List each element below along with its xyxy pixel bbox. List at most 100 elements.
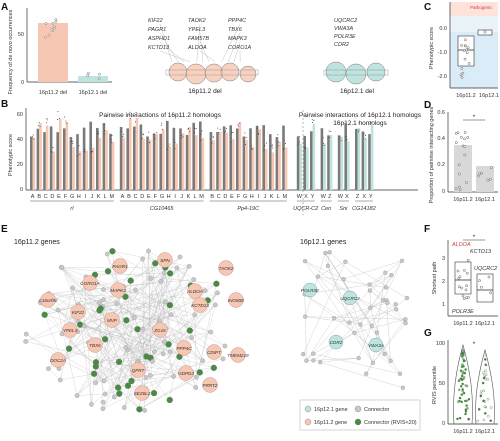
panel-b-letter: B: [127, 194, 131, 200]
gene-label: KIF22: [148, 18, 163, 24]
panel-a-chromosome-16p11: [166, 63, 258, 84]
panel-c-dot: [464, 39, 466, 41]
panel-b-control-bar: [159, 134, 162, 190]
panel-f-dot: [461, 287, 463, 289]
panel-d-ytick-0: 0: [442, 189, 445, 195]
panel-b-dot: [298, 144, 299, 145]
panel-a-dot: [87, 72, 89, 74]
connector-node: [342, 277, 346, 281]
panel-g-dot: [463, 376, 465, 378]
panel-b-cross-bar: [66, 122, 69, 190]
panel-d-dot: [458, 186, 460, 188]
panel-f-ytick-2: 2: [442, 279, 445, 285]
panel-b-dot: [91, 151, 92, 152]
connector-rvis-node: [116, 359, 122, 365]
panel-a-dot: [45, 22, 47, 24]
panel-b-cross-bar: [225, 133, 228, 190]
panel-b-dot: [39, 122, 40, 123]
panel-f-dot: [462, 295, 464, 297]
connector-node: [203, 288, 207, 292]
connector-node: [93, 381, 97, 385]
panel-b-dot: [370, 121, 371, 122]
connector-node: [105, 252, 109, 256]
network-edge: [69, 251, 149, 349]
connector-node: [189, 335, 193, 339]
panel-b-dot: [79, 154, 80, 155]
connector-node: [97, 301, 101, 305]
panel-g-dot: [461, 378, 463, 380]
panel-b-control-bar: [146, 136, 149, 190]
panel-f-dot: [458, 286, 460, 288]
connector-node: [175, 266, 179, 270]
panel-b-letter: E: [57, 194, 61, 200]
panel-c-dot: [462, 72, 464, 74]
panel-b-cross-bar: [182, 133, 185, 190]
region-16p12-circle: [346, 64, 366, 84]
panel-f-dot: [466, 272, 468, 274]
panel-g-dot: [465, 368, 467, 370]
panel-b-dot: [162, 129, 163, 130]
gene-label: CDR2: [334, 42, 349, 48]
panel-b-dot: [189, 131, 190, 132]
connector-node: [303, 315, 307, 319]
panel-b-cross-bar: [175, 144, 178, 190]
panel-g-dot: [487, 398, 489, 400]
panel-a-bar-16p11: [38, 23, 68, 82]
panel-b-cross-bar: [239, 122, 242, 190]
connector-node: [101, 400, 105, 404]
network-edge: [334, 303, 387, 318]
region-16p11-circle: [205, 64, 223, 82]
panel-b-control-bar: [368, 134, 371, 190]
connector-node: [148, 373, 152, 377]
panel-b-dot: [137, 115, 138, 116]
region-16p11-circle: [169, 63, 187, 81]
panel-g-xlabel-16p11: 16p11.2: [453, 429, 472, 435]
panel-b-dot: [149, 142, 150, 143]
connector-node: [115, 301, 119, 305]
panel-g-dot: [466, 385, 468, 387]
panel-c-dot: [466, 52, 468, 54]
panel-b-cross-bar: [52, 152, 55, 190]
connector-rvis-node: [167, 270, 173, 276]
panel-b-cross-bar: [364, 139, 367, 190]
panel-b-control-bar: [276, 137, 279, 190]
panel-b-dot: [59, 118, 60, 119]
panel-b-dot: [169, 144, 170, 145]
gene-label: YPEL3: [188, 27, 206, 33]
panel-b-ylabel: Phenotypic score: [8, 134, 14, 176]
connector-node: [148, 276, 152, 280]
connector-rvis-node: [167, 397, 173, 403]
panel-b-letter: E: [147, 194, 151, 200]
panel-b-control-bar: [327, 135, 330, 190]
connector-node: [159, 279, 163, 283]
gene-node-label: ZG16: [153, 328, 166, 333]
connector-node: [82, 324, 86, 328]
panel-b-dot: [238, 126, 239, 127]
panel-b-control-bar: [282, 126, 285, 190]
panel-b-header-16p11: Pairwise interactions of 16p11.2 homolog…: [99, 112, 221, 119]
panel-b-cross-bar: [129, 119, 132, 190]
panel-b-dot: [323, 143, 324, 144]
panel-a-region1-label: 16p11.2 del: [188, 88, 222, 95]
panel-d-ytick-06: 0.6: [437, 110, 445, 116]
panel-b-control-bar: [43, 132, 46, 190]
panel-b-dot: [154, 138, 155, 139]
gene-label: UQCRC2: [334, 18, 357, 24]
panel-b-dot: [340, 138, 341, 139]
panel-b-control-bar: [133, 127, 136, 190]
panel-c-dot: [461, 76, 463, 78]
panel-b-dot: [110, 139, 111, 140]
panel-b-group-label: rl: [70, 206, 74, 212]
panel-b-dot: [46, 118, 47, 119]
panel-e-title-16p11: 16p11.2 genes: [14, 239, 60, 246]
connector-node: [142, 408, 146, 412]
panel-b-control-bar: [192, 123, 195, 190]
panel-b-cross-bar: [202, 138, 205, 190]
connector-node: [311, 358, 315, 362]
panel-b-dot: [91, 152, 92, 153]
connector-node: [384, 285, 388, 289]
legend-16p11-swatch: [305, 419, 311, 425]
panel-b-control-bar: [338, 135, 341, 190]
panel-b-dot: [174, 148, 175, 149]
panel-f-ylabel: Shortest path: [432, 262, 438, 295]
